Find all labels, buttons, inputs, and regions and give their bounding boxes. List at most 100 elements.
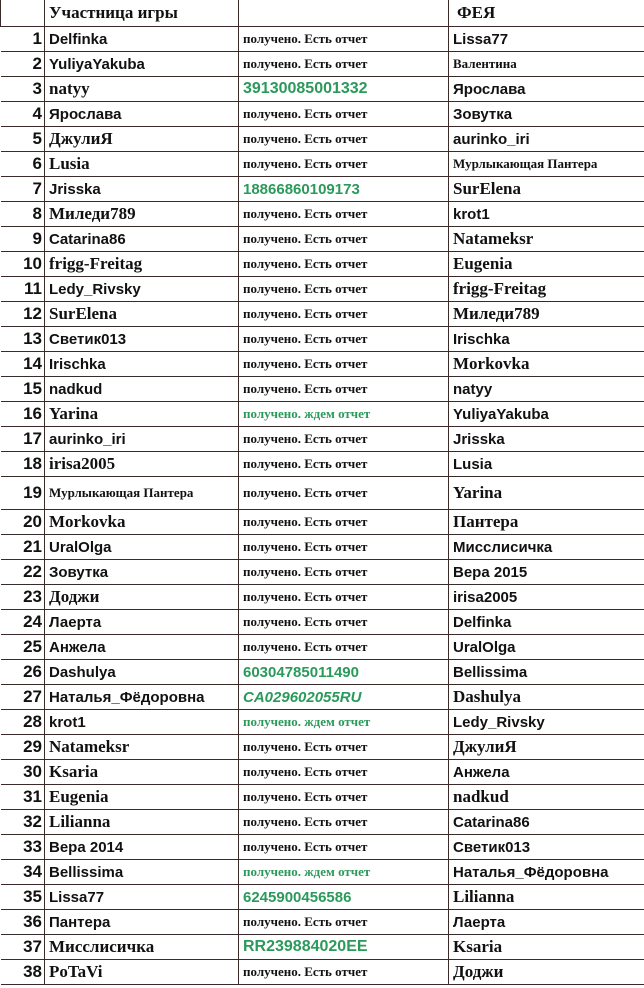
row-number: 33 [0, 834, 45, 860]
participant-name: krot1 [44, 709, 239, 735]
participant-name: irisa2005 [44, 451, 239, 477]
fairy-name: Catarina86 [448, 809, 644, 835]
participant-name: Catarina86 [44, 226, 239, 252]
fairy-name: Delfinka [448, 609, 644, 635]
table-row: 36 Пантера получено. Есть отчет Лаерта [0, 909, 644, 935]
row-number: 2 [0, 51, 45, 77]
participant-name: Наталья_Фёдоровна [44, 684, 239, 710]
status-cell: получено. Есть отчет [238, 834, 449, 860]
participant-name: UralOlga [44, 534, 239, 560]
participant-name: Lusia [44, 151, 239, 177]
table-row: 21 UralOlga получено. Есть отчет Мисслисичк… [0, 534, 644, 560]
table-row: 28 krot1 получено. ждем отчет Ledy_Rivsky [0, 709, 644, 735]
table-row: 5 ДжулиЯ получено. Есть отчет aurinko_iri [0, 126, 644, 152]
participant-name: YuliyaYakuba [44, 51, 239, 77]
participant-name: ДжулиЯ [44, 126, 239, 152]
table-row: 30 Ksaria получено. Есть отчет Анжела [0, 759, 644, 785]
table-row: 4 Ярослава получено. Есть отчет Зовутка [0, 101, 644, 127]
status-cell: RR239884020EE [238, 934, 449, 960]
fairy-name: YuliyaYakuba [448, 401, 644, 427]
status-cell: 39130085001332 [238, 76, 449, 102]
status-cell: получено. Есть отчет [238, 126, 449, 152]
table-row: 1 Delfinka получено. Есть отчет Lissa77 [0, 26, 644, 52]
participant-name: Миледи789 [44, 201, 239, 227]
table-row: 12 SurElena получено. Есть отчет Миледи789 [0, 301, 644, 327]
status-cell: получено. Есть отчет [238, 26, 449, 52]
table-row: 15 nadkud получено. Есть отчет natyy [0, 376, 644, 402]
fairy-name: Natameksr [448, 226, 644, 252]
fairy-name: Lilianna [448, 884, 644, 910]
row-number: 23 [0, 584, 45, 610]
status-cell: получено. Есть отчет [238, 784, 449, 810]
fairy-name: Morkovka [448, 351, 644, 377]
fairy-name: Irischka [448, 326, 644, 352]
table-row: 31 Eugenia получено. Есть отчет nadkud [0, 784, 644, 810]
header-row: Участница игры ФЕЯ [0, 0, 644, 27]
row-number: 21 [0, 534, 45, 560]
status-cell: 18866860109173 [238, 176, 449, 202]
fairy-name: Yarina [448, 476, 644, 510]
table-row: 33 Вера 2014 получено. Есть отчет Светик013 [0, 834, 644, 860]
table-row: 29 Natameksr получено. Есть отчет ДжулиЯ [0, 734, 644, 760]
row-number: 12 [0, 301, 45, 327]
participant-name: frigg-Freitag [44, 251, 239, 277]
status-cell: получено. Есть отчет [238, 476, 449, 510]
row-number: 29 [0, 734, 45, 760]
table-row: 9 Catarina86 получено. Есть отчет Natameksr [0, 226, 644, 252]
row-number: 32 [0, 809, 45, 835]
table-row: 10 frigg-Freitag получено. Есть отчет Eugen… [0, 251, 644, 277]
row-number: 17 [0, 426, 45, 452]
fairy-name: Мисслисичка [448, 534, 644, 560]
status-cell: получено. Есть отчет [238, 276, 449, 302]
participant-name: Светик013 [44, 326, 239, 352]
participant-name: Yarina [44, 401, 239, 427]
status-cell: получено. ждем отчет [238, 709, 449, 735]
participant-name: PoTaVi [44, 959, 239, 985]
table-row: 35 Lissa77 6245900456586 Lilianna [0, 884, 644, 910]
participant-name: SurElena [44, 301, 239, 327]
participant-name: Jrisska [44, 176, 239, 202]
row-number: 36 [0, 909, 45, 935]
status-cell: получено. Есть отчет [238, 734, 449, 760]
status-cell: получено. Есть отчет [238, 809, 449, 835]
table-row: 24 Лаерта получено. Есть отчет Delfinka [0, 609, 644, 635]
fairy-name: frigg-Freitag [448, 276, 644, 302]
row-number: 15 [0, 376, 45, 402]
fairy-name: aurinko_iri [448, 126, 644, 152]
row-number: 22 [0, 559, 45, 585]
status-cell: получено. Есть отчет [238, 251, 449, 277]
fairy-name: Мурлыкающая Пантера [448, 151, 644, 177]
row-number: 16 [0, 401, 45, 427]
row-number: 27 [0, 684, 45, 710]
table-row: 38 PoTaVi получено. Есть отчет Доджи [0, 959, 644, 985]
fairy-name: krot1 [448, 201, 644, 227]
table-row: 20 Morkovka получено. Есть отчет Пантера [0, 509, 644, 535]
participant-name: Morkovka [44, 509, 239, 535]
fairy-name: natyy [448, 376, 644, 402]
status-cell: получено. Есть отчет [238, 426, 449, 452]
status-cell: получено. Есть отчет [238, 151, 449, 177]
status-cell: получено. Есть отчет [238, 584, 449, 610]
status-cell: CA029602055RU [238, 684, 449, 710]
status-cell: получено. Есть отчет [238, 101, 449, 127]
table-row: 26 Dashulya 60304785011490 Bellissima [0, 659, 644, 685]
participant-name: nadkud [44, 376, 239, 402]
table-row: 16 Yarina получено. ждем отчет YuliyaYakuba [0, 401, 644, 427]
status-cell: получено. Есть отчет [238, 51, 449, 77]
row-number: 24 [0, 609, 45, 635]
status-cell: получено. Есть отчет [238, 909, 449, 935]
status-cell: получено. Есть отчет [238, 759, 449, 785]
fairy-name: Ledy_Rivsky [448, 709, 644, 735]
header-status [238, 0, 449, 27]
status-cell: получено. Есть отчет [238, 376, 449, 402]
table-row: 14 Irischka получено. Есть отчет Morkovka [0, 351, 644, 377]
participant-name: Вера 2014 [44, 834, 239, 860]
table-row: 17 aurinko_iri получено. Есть отчет Jrisska [0, 426, 644, 452]
status-cell: получено. Есть отчет [238, 609, 449, 635]
row-number: 6 [0, 151, 45, 177]
row-number: 1 [0, 26, 45, 52]
participant-name: Lilianna [44, 809, 239, 835]
row-number: 35 [0, 884, 45, 910]
row-number: 13 [0, 326, 45, 352]
row-number: 26 [0, 659, 45, 685]
